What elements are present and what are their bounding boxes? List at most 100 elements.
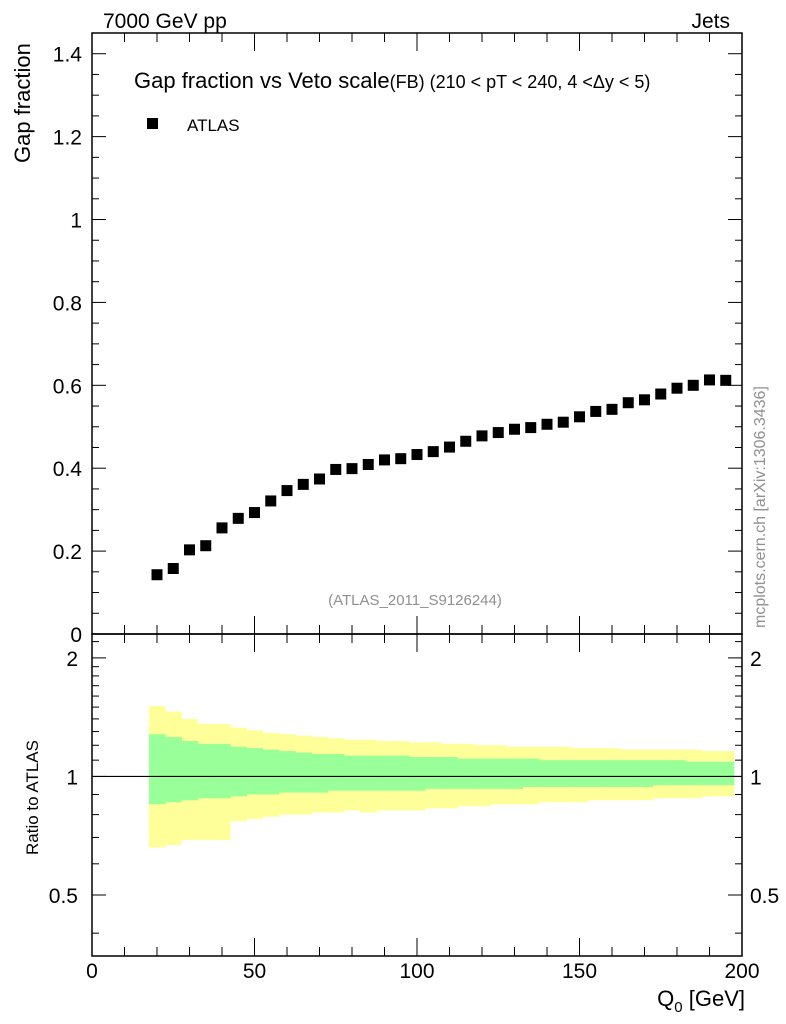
atlas-data-point [525,422,537,434]
atlas-data-point [330,463,342,475]
ratio-y-tick-label: 2 [66,648,78,671]
atlas-data-point [184,544,195,556]
atlas-data-point [720,374,732,386]
ratio-inner-band-bin [603,760,621,788]
x-tick-label: 150 [562,960,597,983]
ratio-y-tick-label-right: 2 [750,648,762,671]
ratio-inner-band-bin [668,760,686,786]
analysis-watermark: (ATLAS_2011_S9126244) [328,592,502,609]
ratio-inner-band-bin [571,760,589,788]
main-plot-title: Gap fraction vs Veto scale(FB) (210 < pT… [134,68,650,93]
x-axis-title: Q0 [GeV] [657,986,745,1016]
atlas-data-point [362,458,374,470]
atlas-data-point [265,495,277,507]
ratio-inner-band-bin [717,761,735,786]
ratio-inner-band-bin [490,758,507,789]
ratio-inner-band-bin [555,760,572,788]
ratio-inner-band-bin [408,757,426,791]
ratio-inner-band-bin [506,758,524,789]
atlas-data-point [444,441,455,453]
main-y-tick-label: 0.4 [53,458,83,481]
main-y-tick-label: 1 [70,210,82,233]
atlas-data-point [427,446,439,458]
atlas-data-point [281,485,293,497]
atlas-data-point [395,453,407,465]
ratio-inner-band-bin [181,741,199,801]
atlas-data-point [476,430,488,442]
x-tick-label: 200 [724,960,759,983]
main-y-tick-label: 1.4 [53,44,83,67]
atlas-data-point [541,418,553,430]
ratio-inner-band-bin [441,757,459,789]
ratio-y-tick-label: 1 [66,766,78,789]
atlas-data-point [655,388,667,400]
atlas-data-point [314,473,325,485]
ratio-inner-band-bin [522,758,540,788]
ratio-inner-band-bin [701,761,719,786]
main-y-tick-label: 0.8 [53,292,82,315]
legend-marker-atlas [147,118,158,129]
ratio-inner-band-bin [148,734,166,805]
ratio-inner-band-bin [473,758,491,789]
ratio-inner-band-bin [165,736,182,803]
ratio-inner-band-bin [197,743,215,799]
x-tick-label: 100 [399,960,434,983]
ratio-inner-band-bin [587,760,605,788]
ratio-inner-band-bin [295,752,312,793]
ratio-y-tick-label-right: 0.5 [750,885,779,908]
atlas-data-point [574,411,585,423]
atlas-data-point [492,427,504,439]
atlas-data-point [460,435,472,447]
ratio-inner-band-bin [262,749,280,795]
atlas-data-point [249,507,260,519]
side-reference-label: mcplots.cern.ch [arXiv:1306.3436] [752,386,769,628]
main-y-tick-label: 1.2 [53,127,82,150]
ratio-inner-band-bin [457,758,475,789]
x-axis-title-sub: 0 [674,999,682,1016]
atlas-data-point [297,478,309,490]
header-process-label: Jets [691,10,730,33]
legend-label-atlas: ATLAS [187,116,240,135]
ratio-inner-band-bin [360,755,377,791]
ratio-plot-frame [91,633,743,957]
ratio-inner-band-bin [620,760,637,788]
atlas-data-point [200,540,212,552]
ratio-inner-band-bin [213,743,231,799]
atlas-data-point [671,382,683,394]
title-main: Gap fraction vs Veto scale [134,68,390,93]
ratio-inner-band-bin [343,755,361,791]
ratio-inner-band-bin [538,760,556,788]
atlas-data-point [557,416,569,428]
main-y-tick-label: 0.6 [53,375,82,398]
ratio-inner-band-bin [230,746,247,797]
atlas-data-point [232,512,244,524]
atlas-data-point [167,563,179,575]
ratio-inner-band-bin [685,761,702,786]
ratio-inner-band-bin [652,760,670,786]
atlas-data-point [622,397,634,409]
ratio-inner-band-bin [425,757,442,789]
x-tick-label: 50 [243,960,266,983]
atlas-data-point [509,423,520,435]
main-y-tick-label: 0 [70,624,82,647]
ratio-y-tick-label: 0.5 [49,885,78,908]
x-axis-title-unit: [GeV] [683,986,745,1011]
x-axis-title-var: Q [657,986,674,1011]
atlas-data-points [151,374,732,581]
ratio-tick-labels: 0.5 0.5 1 1 2 2 0 50 100 150 200 [49,648,779,983]
ratio-inner-band-bin [246,748,264,795]
ratio-inner-band-bin [392,755,410,791]
main-plot-panel: 0 0.2 0.4 0.6 0.8 1 1.2 1.4 Gap fraction vs Vet… [10,32,743,647]
title-sub: (FB) (210 < pT < 240, 4 <Δy < 5) [390,72,651,92]
ratio-inner-band-bin [327,754,345,791]
header-energy-label: 7000 GeV pp [103,10,227,33]
main-y-axis-title: Gap fraction [10,43,35,163]
ratio-y-tick-label-right: 1 [750,766,762,789]
atlas-data-point [687,379,699,391]
ratio-inner-band-bin [278,751,296,793]
ratio-inner-band-bin [636,760,654,788]
atlas-data-point [346,463,358,475]
atlas-data-point [639,394,650,406]
atlas-data-point [606,403,618,415]
